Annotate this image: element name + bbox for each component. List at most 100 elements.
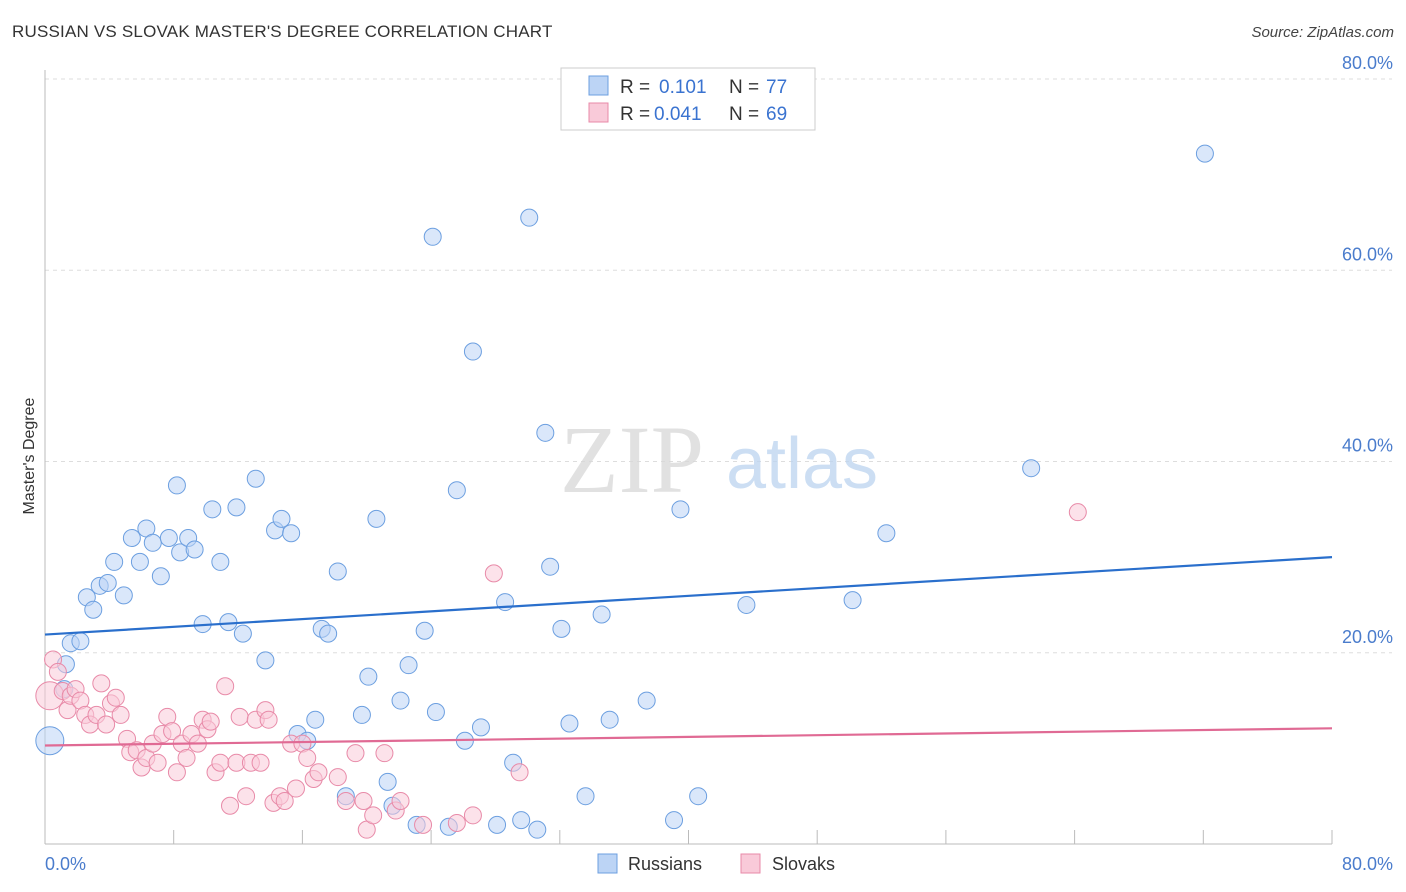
- russians-point-22: [203, 500, 222, 519]
- stats-n-label-russians: N =: [729, 77, 759, 98]
- russians-point-51: [447, 481, 466, 500]
- slovaks-point-55: [328, 768, 347, 787]
- russians-point-76: [1195, 144, 1214, 163]
- watermark-zip: ZIP: [560, 406, 704, 513]
- slovaks-point-26: [167, 763, 186, 782]
- slovaks-point-67: [484, 564, 503, 583]
- russians-point-12: [130, 552, 149, 571]
- russians-point-72: [737, 595, 756, 614]
- russians-point-59: [520, 208, 539, 227]
- slovaks-point-57: [346, 744, 365, 763]
- stats-swatch-russians: [588, 75, 609, 96]
- russians-point-64: [560, 714, 579, 733]
- slovaks-point-25: [163, 722, 182, 741]
- russians-point-71: [689, 787, 708, 806]
- russians-point-4: [71, 632, 90, 651]
- russians-point-42: [378, 772, 397, 791]
- russians-point-67: [600, 710, 619, 729]
- slovaks-point-35: [211, 753, 230, 772]
- series-legend: Russians Slovaks: [597, 853, 835, 874]
- russians-point-69: [665, 811, 684, 830]
- slovaks-point-68: [510, 763, 529, 782]
- legend-label-slovaks[interactable]: Slovaks: [772, 854, 835, 874]
- slovaks-point-39: [230, 707, 249, 726]
- watermark-atlas: atlas: [726, 424, 878, 504]
- russians-point-9: [105, 552, 124, 571]
- y-tick-label-20: 20.0%: [1342, 627, 1393, 647]
- slovaks-point-54: [309, 763, 328, 782]
- russians-point-0: [35, 726, 65, 756]
- stats-n-value-russians: 77: [766, 77, 787, 98]
- source-label: Source: ZipAtlas.com: [1251, 24, 1394, 41]
- slovaks-point-50: [286, 779, 305, 798]
- russians-point-37: [328, 562, 347, 581]
- russians-point-25: [227, 498, 246, 517]
- slovaks-point-14: [106, 688, 125, 707]
- stats-n-label-slovaks: N =: [729, 104, 759, 125]
- russians-point-75: [1022, 459, 1041, 478]
- slovaks-point-45: [259, 710, 278, 729]
- russians-point-58: [512, 811, 531, 830]
- stats-n-value-slovaks: 69: [766, 104, 787, 125]
- y-tick-labels: 20.0% 40.0% 60.0% 80.0%: [1342, 53, 1393, 647]
- russians-point-66: [592, 605, 611, 624]
- russians-point-39: [352, 705, 371, 724]
- russians-point-26: [233, 624, 252, 643]
- legend-label-russians[interactable]: Russians: [628, 854, 702, 874]
- slovaks-point-48: [275, 791, 294, 810]
- stats-legend: R = 0.101 N = 77 R = 0.041 N = 69: [560, 67, 816, 131]
- slovaks-point-58: [354, 791, 373, 810]
- russians-point-20: [185, 540, 204, 559]
- slovaks-point-11: [92, 674, 111, 693]
- russians-point-31: [282, 524, 301, 543]
- russians-point-48: [423, 227, 442, 246]
- russians-point-27: [246, 469, 265, 488]
- russians-point-45: [399, 656, 418, 675]
- russians-point-73: [843, 591, 862, 610]
- y-tick-label-40: 40.0%: [1342, 436, 1393, 456]
- russians-point-47: [415, 621, 434, 640]
- russians-point-11: [122, 529, 141, 547]
- slovaks-point-43: [251, 753, 270, 772]
- legend-swatch-slovaks[interactable]: [740, 853, 761, 874]
- y-tick-label-60: 60.0%: [1342, 244, 1393, 264]
- russians-point-8: [98, 573, 117, 592]
- russians-point-70: [671, 500, 690, 519]
- y-tick-label-80: 80.0%: [1342, 53, 1393, 73]
- slovaks-point-65: [447, 813, 466, 832]
- russians-point-55: [488, 815, 507, 834]
- russians-point-68: [637, 691, 656, 710]
- russians-point-14: [143, 533, 162, 552]
- stats-r-value-russians: 0.101: [659, 77, 707, 98]
- russians-point-62: [541, 557, 560, 576]
- russians-point-63: [552, 619, 571, 638]
- slovaks-point-28: [177, 748, 196, 767]
- slovaks-point-40: [237, 787, 256, 806]
- russians-point-23: [211, 552, 230, 571]
- x-tick-label-min: 0.0%: [45, 854, 86, 874]
- legend-swatch-russians[interactable]: [597, 853, 618, 874]
- slovaks-point-61: [375, 744, 394, 763]
- x-tick-marks: [44, 830, 1333, 844]
- slovaks-point-15: [111, 705, 130, 724]
- stats-r-value-slovaks: 0.041: [654, 104, 702, 125]
- slovaks-point-66: [463, 806, 482, 825]
- stats-swatch-slovaks: [588, 102, 609, 123]
- data-points: [35, 144, 1214, 839]
- slovaks-trend-line: [44, 727, 1333, 747]
- russians-point-61: [536, 423, 555, 442]
- russians-point-17: [167, 476, 186, 495]
- slovaks-point-12: [97, 715, 116, 734]
- watermark: ZIP atlas: [560, 406, 878, 513]
- russians-point-74: [877, 524, 896, 543]
- slovaks-point-60: [364, 806, 383, 825]
- russians-trend-line: [44, 556, 1333, 636]
- russians-point-65: [576, 787, 595, 806]
- slovaks-point-33: [201, 712, 220, 731]
- slovaks-point-63: [391, 791, 410, 810]
- russians-point-15: [151, 567, 170, 586]
- trend-lines: [44, 556, 1333, 747]
- russians-point-34: [306, 710, 325, 729]
- y-axis-label: Master's Degree: [21, 397, 38, 514]
